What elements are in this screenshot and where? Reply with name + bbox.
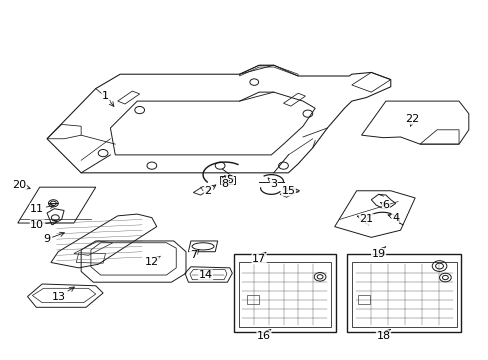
Text: 17: 17 xyxy=(251,252,265,264)
Text: 20: 20 xyxy=(12,180,30,190)
Text: 6: 6 xyxy=(380,200,388,210)
Text: 18: 18 xyxy=(376,329,390,341)
Text: 9: 9 xyxy=(43,232,64,244)
Text: 22: 22 xyxy=(405,114,419,126)
Text: 4: 4 xyxy=(387,213,398,222)
Text: 12: 12 xyxy=(144,256,160,267)
Text: 5: 5 xyxy=(224,175,233,185)
Text: 13: 13 xyxy=(52,287,74,302)
Text: 8: 8 xyxy=(221,179,229,189)
Text: 15: 15 xyxy=(281,186,295,196)
Text: 2: 2 xyxy=(204,185,215,196)
Text: 7: 7 xyxy=(189,250,199,260)
Text: 1: 1 xyxy=(102,91,114,107)
Text: 14: 14 xyxy=(198,270,212,280)
Text: 3: 3 xyxy=(267,178,277,189)
Text: 21: 21 xyxy=(357,215,373,224)
Text: 11: 11 xyxy=(30,204,54,214)
Text: 10: 10 xyxy=(30,220,57,230)
Text: 19: 19 xyxy=(371,247,385,258)
Text: 16: 16 xyxy=(257,329,270,341)
